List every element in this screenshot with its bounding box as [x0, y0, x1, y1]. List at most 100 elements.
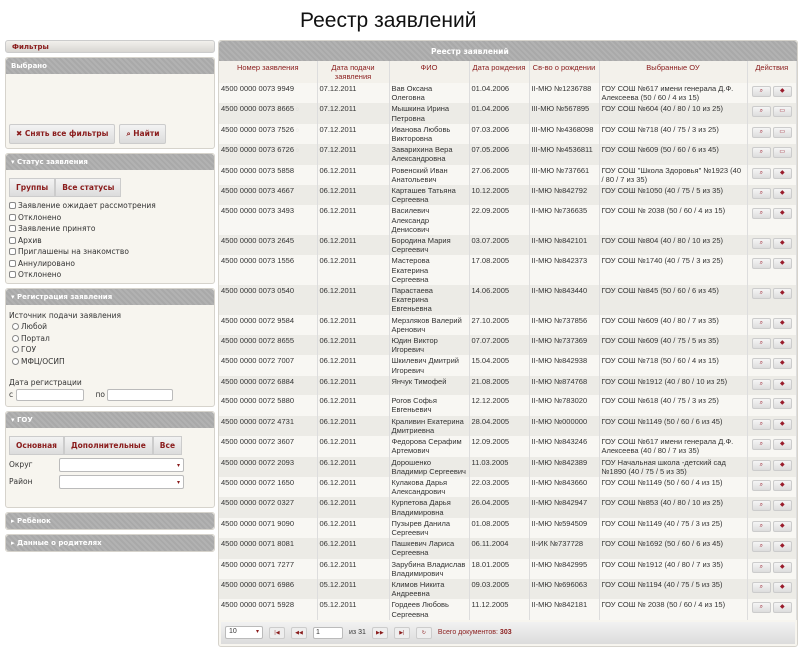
search-icon[interactable]: ⌕: [751, 167, 771, 179]
comment-icon[interactable]: ▭: [772, 106, 792, 118]
child-panel[interactable]: ▸ Ребёнок: [5, 511, 215, 530]
search-icon[interactable]: ⌕: [751, 106, 771, 118]
table-row[interactable]: 4500 0000 0071 7277 06.12.2011 Зарубина Вл…: [219, 558, 797, 579]
status-checkbox[interactable]: Отклонено: [9, 212, 211, 224]
search-icon[interactable]: ⌕: [751, 208, 771, 220]
source-radio[interactable]: Портал: [12, 333, 211, 345]
tag-icon[interactable]: ◆: [772, 418, 792, 430]
search-icon[interactable]: ⌕: [751, 479, 771, 491]
table-row[interactable]: 4500 0000 0071 8081 06.12.2011 Пашкевич Ла…: [219, 538, 797, 559]
status-checkbox[interactable]: Заявление ожидает рассмотрения: [9, 200, 211, 212]
table-row[interactable]: 4500 0000 0073 5858 06.12.2011 Ровенский И…: [219, 164, 797, 186]
column-header[interactable]: Дата подачи заявления: [317, 61, 390, 83]
table-row[interactable]: 4500 0000 0072 0327 06.12.2011 Курпетова Д…: [219, 497, 797, 518]
tag-icon[interactable]: ◆: [772, 602, 792, 614]
tag-icon[interactable]: ◆: [772, 398, 792, 410]
checkbox-icon[interactable]: [9, 236, 16, 244]
table-row[interactable]: 4500 0000 0071 6986 05.12.2011 Климов Ники…: [219, 578, 797, 600]
search-icon[interactable]: ⌕: [751, 288, 771, 300]
status-checkbox[interactable]: Приглашены на знакомство: [9, 246, 211, 258]
gou-tab[interactable]: Дополнительные: [63, 435, 153, 455]
tag-icon[interactable]: ◆: [772, 167, 792, 179]
tag-icon[interactable]: ◆: [772, 561, 792, 573]
column-header[interactable]: ФИО: [389, 61, 470, 83]
first-page-button[interactable]: |◀: [269, 626, 285, 639]
last-page-button[interactable]: ▶|: [393, 626, 410, 639]
column-header[interactable]: Выбранные ОУ: [599, 61, 748, 83]
next-page-button[interactable]: ▶▶: [371, 626, 388, 639]
search-icon[interactable]: ⌕: [751, 561, 771, 573]
search-icon[interactable]: ⌕: [751, 126, 771, 138]
tag-icon[interactable]: ◆: [772, 459, 792, 471]
search-icon[interactable]: ⌕: [751, 258, 771, 270]
table-row[interactable]: 4500 0000 0072 2093 06.12.2011 Дорошенко В…: [219, 456, 797, 477]
page-input[interactable]: 1: [313, 626, 343, 639]
tag-icon[interactable]: ◆: [772, 500, 792, 512]
tag-icon[interactable]: ◆: [772, 338, 792, 350]
search-icon[interactable]: ⌕: [751, 459, 771, 471]
table-row[interactable]: 4500 0000 0072 4731 06.12.2011 Краливин Ек…: [219, 415, 797, 437]
search-icon[interactable]: ⌕: [751, 378, 771, 390]
checkbox-icon[interactable]: [9, 225, 16, 233]
gou-header[interactable]: ▾ ГОУ: [6, 411, 214, 428]
page-size-select[interactable]: 10 ▾: [225, 626, 263, 640]
table-row[interactable]: 4500 0000 0073 1556 06.12.2011 Мастерова Е…: [219, 255, 797, 286]
tag-icon[interactable]: ◆: [772, 238, 792, 250]
status-checkbox[interactable]: Отклонено: [9, 269, 211, 281]
checkbox-icon[interactable]: [9, 213, 16, 221]
groups-button[interactable]: Группы: [9, 178, 56, 197]
tag-icon[interactable]: ◆: [772, 86, 792, 97]
comment-icon[interactable]: ▭: [772, 126, 792, 138]
tag-icon[interactable]: ◆: [772, 439, 792, 451]
table-row[interactable]: 4500 0000 0072 7007 06.12.2011 Шкилевич Дм…: [219, 355, 797, 376]
column-header[interactable]: Дата рождения: [469, 61, 530, 83]
parents-panel[interactable]: ▸ Данные о родителях: [5, 533, 215, 552]
search-icon[interactable]: ⌕: [751, 188, 771, 200]
table-row[interactable]: 4500 0000 0073 2645 06.12.2011 Бородина Ма…: [219, 235, 797, 256]
table-row[interactable]: 4500 0000 0073 7526 ◌ 07.12.2011 Иванова Л…: [219, 123, 797, 145]
table-row[interactable]: 4500 0000 0072 8655 06.12.2011 Юдин Виктор…: [219, 335, 797, 356]
search-icon[interactable]: ⌕: [751, 520, 771, 532]
tag-icon[interactable]: ◆: [772, 288, 792, 300]
search-icon[interactable]: ⌕: [751, 418, 771, 430]
tag-icon[interactable]: ◆: [772, 541, 792, 553]
search-icon[interactable]: ⌕: [751, 317, 771, 329]
table-row[interactable]: 4500 0000 0073 4667 06.12.2011 Карташев Та…: [219, 185, 797, 206]
tag-icon[interactable]: ◆: [772, 581, 792, 593]
table-row[interactable]: 4500 0000 0073 3493 06.12.2011 Василевич А…: [219, 205, 797, 236]
tag-icon[interactable]: ◆: [772, 258, 792, 270]
date-to-input[interactable]: [107, 388, 174, 401]
column-header[interactable]: Св-во о рождении: [529, 61, 600, 83]
column-header[interactable]: Действия: [747, 61, 797, 83]
radio-icon[interactable]: [12, 323, 19, 331]
table-row[interactable]: 4500 0000 0072 1650 06.12.2011 Кулакова Да…: [219, 476, 797, 498]
tag-icon[interactable]: ◆: [772, 317, 792, 329]
status-checkbox[interactable]: Аннулировано: [9, 258, 211, 270]
status-checkbox[interactable]: Заявление принято: [9, 223, 211, 235]
table-row[interactable]: 4500 0000 0071 5928 05.12.2011 Гордеев Люб…: [219, 599, 797, 620]
search-icon[interactable]: ⌕: [751, 238, 771, 250]
gou-tab[interactable]: Основная: [9, 435, 64, 455]
tag-icon[interactable]: ◆: [772, 358, 792, 370]
search-icon[interactable]: ⌕: [751, 541, 771, 553]
table-row[interactable]: 4500 0000 0073 9949 07.12.2011 Вав Оксана …: [219, 83, 797, 104]
table-row[interactable]: 4500 0000 0072 9584 06.12.2011 Мерзляков В…: [219, 314, 797, 336]
source-radio[interactable]: Любой: [12, 321, 211, 333]
tag-icon[interactable]: ◆: [772, 479, 792, 491]
source-radio[interactable]: МФЦ/ОСИП: [12, 356, 211, 368]
search-icon[interactable]: ⌕: [751, 439, 771, 451]
search-icon[interactable]: ⌕: [751, 86, 771, 97]
date-from-input[interactable]: [15, 388, 84, 401]
status-header[interactable]: ▾ Статус заявления: [6, 154, 214, 170]
checkbox-icon[interactable]: [9, 248, 16, 256]
search-icon[interactable]: ⌕: [751, 358, 771, 370]
search-icon[interactable]: ⌕: [751, 581, 771, 593]
tag-icon[interactable]: ◆: [772, 188, 792, 200]
search-icon[interactable]: ⌕: [751, 602, 771, 614]
search-icon[interactable]: ⌕: [751, 500, 771, 512]
table-row[interactable]: 4500 0000 0072 6884 06.12.2011 Янчук Тимоф…: [219, 375, 797, 396]
column-header[interactable]: Номер заявления: [219, 61, 318, 83]
checkbox-icon[interactable]: [9, 202, 16, 210]
radio-icon[interactable]: [12, 334, 19, 342]
radio-icon[interactable]: [12, 346, 19, 354]
